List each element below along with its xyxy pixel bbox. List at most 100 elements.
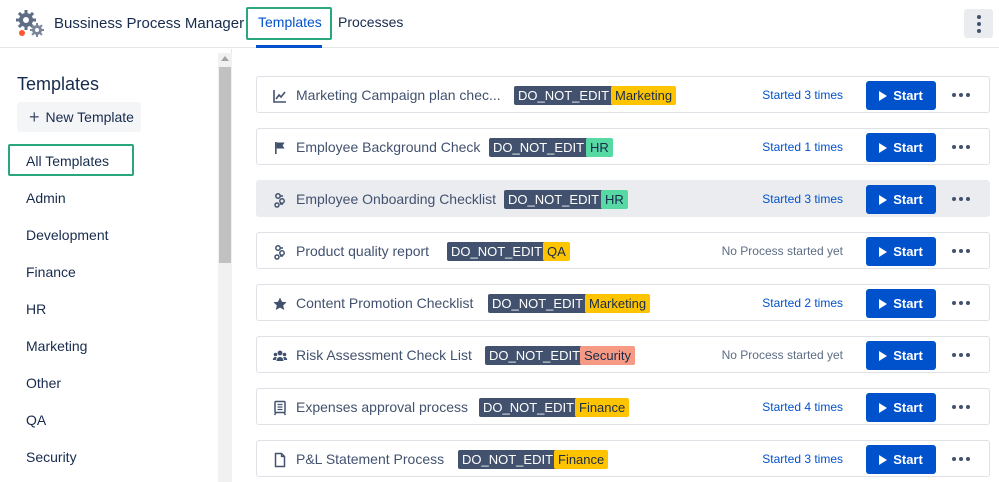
sidebar-item-development[interactable]: Development bbox=[26, 227, 109, 243]
tag-do-not-edit: DO_NOT_EDIT bbox=[447, 242, 547, 261]
start-label: Start bbox=[893, 244, 923, 259]
tag-do-not-edit: DO_NOT_EDIT bbox=[504, 190, 604, 209]
template-name[interactable]: Employee Onboarding Checklist bbox=[296, 191, 496, 207]
start-label: Start bbox=[893, 452, 923, 467]
sidebar-item-finance[interactable]: Finance bbox=[26, 264, 76, 280]
play-icon bbox=[879, 454, 888, 465]
sidebar-item-security[interactable]: Security bbox=[26, 449, 77, 465]
sidebar-item-qa[interactable]: QA bbox=[26, 412, 47, 428]
tab-templates[interactable]: Templates bbox=[258, 14, 322, 30]
started-count-link[interactable]: Started 3 times bbox=[762, 88, 843, 102]
start-button[interactable]: Start bbox=[866, 445, 936, 474]
start-button[interactable]: Start bbox=[866, 81, 936, 110]
started-count-link[interactable]: Started 1 times bbox=[762, 140, 843, 154]
sidebar-item-marketing[interactable]: Marketing bbox=[26, 338, 88, 354]
play-icon bbox=[879, 350, 888, 361]
more-options-icon[interactable] bbox=[952, 457, 970, 461]
template-row[interactable]: Content Promotion Checklist DO_NOT_EDIT … bbox=[256, 284, 990, 321]
process-icon bbox=[274, 193, 285, 208]
more-options-icon[interactable] bbox=[952, 405, 970, 409]
start-button[interactable]: Start bbox=[866, 185, 936, 214]
more-options-icon[interactable] bbox=[952, 249, 970, 253]
start-label: Start bbox=[893, 296, 923, 311]
sidebar-scrollbar[interactable] bbox=[218, 53, 232, 482]
tag-do-not-edit: DO_NOT_EDIT bbox=[458, 450, 558, 469]
started-count-link[interactable]: Started 2 times bbox=[762, 296, 843, 310]
vertical-dots-icon[interactable] bbox=[964, 9, 993, 38]
play-icon bbox=[879, 90, 888, 101]
start-button[interactable]: Start bbox=[866, 133, 936, 162]
start-button[interactable]: Start bbox=[866, 341, 936, 370]
template-row[interactable]: Employee Background Check DO_NOT_EDIT HR… bbox=[256, 128, 990, 165]
building-icon bbox=[273, 400, 287, 416]
template-name[interactable]: Risk Assessment Check List bbox=[296, 347, 472, 363]
new-template-button[interactable]: + New Template bbox=[17, 102, 141, 132]
template-row[interactable]: P&L Statement Process DO_NOT_EDIT Financ… bbox=[256, 440, 990, 477]
start-label: Start bbox=[893, 192, 923, 207]
started-count-link[interactable]: Started 3 times bbox=[762, 192, 843, 206]
play-icon bbox=[879, 402, 888, 413]
sidebar-item-hr[interactable]: HR bbox=[26, 301, 47, 317]
start-label: Start bbox=[893, 400, 923, 415]
tag-finance: Finance bbox=[575, 398, 630, 417]
template-row[interactable]: Risk Assessment Check List DO_NOT_EDIT S… bbox=[256, 336, 990, 373]
tag-security: Security bbox=[580, 346, 635, 365]
more-options-icon[interactable] bbox=[952, 301, 970, 305]
tag-do-not-edit: DO_NOT_EDIT bbox=[488, 294, 588, 313]
template-name[interactable]: Employee Background Check bbox=[296, 139, 481, 155]
template-name[interactable]: P&L Statement Process bbox=[296, 451, 445, 467]
tab-processes[interactable]: Processes bbox=[338, 14, 404, 30]
play-icon bbox=[879, 142, 888, 153]
template-name[interactable]: Marketing Campaign plan chec... bbox=[296, 87, 501, 103]
process-icon bbox=[274, 245, 285, 260]
started-count-link[interactable]: Started 4 times bbox=[762, 400, 843, 414]
gears-icon[interactable] bbox=[14, 8, 46, 40]
start-button[interactable]: Start bbox=[866, 393, 936, 422]
sidebar-title: Templates bbox=[17, 74, 100, 94]
sidebar-item-all-templates[interactable]: All Templates bbox=[26, 153, 110, 169]
template-row[interactable]: Expenses approval process DO_NOT_EDIT Fi… bbox=[256, 388, 990, 425]
templates-tab-highlight bbox=[246, 7, 332, 40]
started-count-link[interactable]: Started 3 times bbox=[762, 452, 843, 466]
play-icon bbox=[879, 298, 888, 309]
sidebar: Templates + New Template All Templates A… bbox=[0, 49, 232, 482]
tag-do-not-edit: DO_NOT_EDIT bbox=[489, 138, 589, 157]
template-name[interactable]: Product quality report bbox=[296, 243, 430, 259]
play-icon bbox=[879, 246, 888, 257]
plus-icon: + bbox=[29, 107, 40, 127]
users-icon bbox=[272, 350, 288, 361]
start-label: Start bbox=[893, 140, 923, 155]
sidebar-item-other[interactable]: Other bbox=[26, 375, 62, 391]
play-icon bbox=[879, 194, 888, 205]
new-template-label: New Template bbox=[45, 109, 134, 125]
app-header: Bussiness Process Manager Templates Proc… bbox=[0, 0, 999, 48]
start-button[interactable]: Start bbox=[866, 289, 936, 318]
template-row[interactable]: Product quality report DO_NOT_EDIT QA No… bbox=[256, 232, 990, 269]
process-status: No Process started yet bbox=[721, 348, 843, 362]
scrollbar-thumb[interactable] bbox=[219, 67, 231, 263]
more-options-icon[interactable] bbox=[952, 353, 970, 357]
template-row[interactable]: Employee Onboarding Checklist DO_NOT_EDI… bbox=[256, 180, 990, 217]
app-title: Bussiness Process Manager bbox=[54, 15, 245, 32]
start-button[interactable]: Start bbox=[866, 237, 936, 266]
star-icon bbox=[273, 297, 287, 310]
more-options-icon[interactable] bbox=[952, 93, 970, 97]
tag-qa: QA bbox=[543, 242, 570, 261]
template-row[interactable]: Marketing Campaign plan chec... DO_NOT_E… bbox=[256, 76, 990, 113]
start-label: Start bbox=[893, 348, 923, 363]
template-name[interactable]: Content Promotion Checklist bbox=[296, 295, 474, 311]
template-name[interactable]: Expenses approval process bbox=[296, 399, 468, 415]
tag-do-not-edit: DO_NOT_EDIT bbox=[479, 398, 579, 417]
scroll-up-arrow-icon[interactable] bbox=[221, 56, 229, 61]
sidebar-item-admin[interactable]: Admin bbox=[26, 190, 66, 206]
tag-do-not-edit: DO_NOT_EDIT bbox=[514, 86, 614, 105]
tag-hr: HR bbox=[601, 190, 628, 209]
process-status: No Process started yet bbox=[721, 244, 843, 258]
tag-marketing: Marketing bbox=[585, 294, 651, 313]
more-options-icon[interactable] bbox=[952, 145, 970, 149]
tag-hr: HR bbox=[586, 138, 613, 157]
chart-line-icon bbox=[273, 90, 286, 103]
active-tab-indicator bbox=[256, 45, 322, 48]
more-options-icon[interactable] bbox=[952, 197, 970, 201]
file-icon bbox=[274, 452, 286, 468]
